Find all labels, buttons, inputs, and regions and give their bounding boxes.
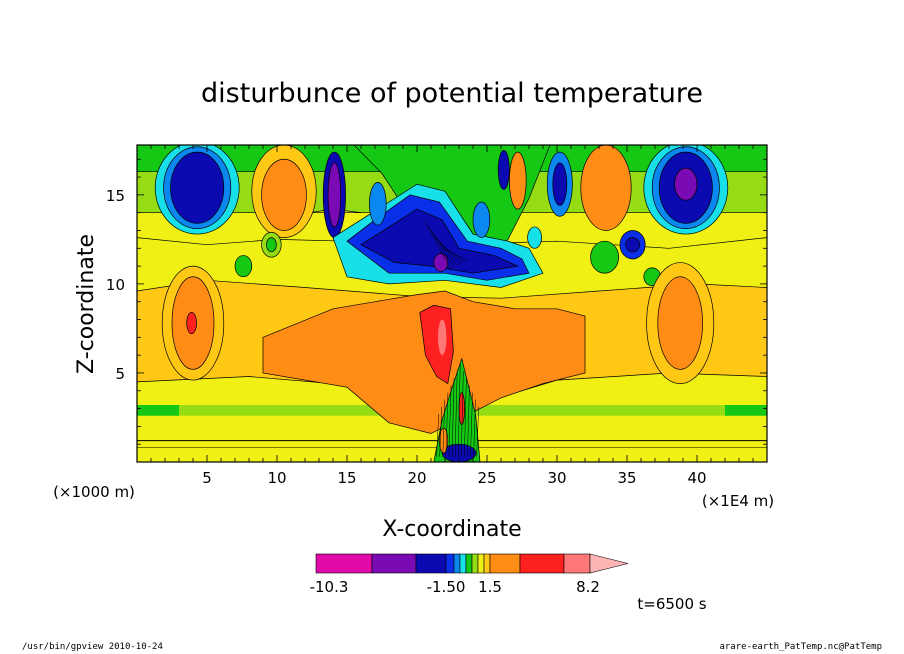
plot-frame xyxy=(136,144,768,463)
colorbar-label: -1.50 xyxy=(427,578,466,596)
colorbar-swatch xyxy=(471,553,479,574)
contour-line xyxy=(442,399,446,457)
contour-line xyxy=(454,371,458,457)
y-unit-label: (×1000 m) xyxy=(53,483,135,501)
colorbar-label: 1.5 xyxy=(478,578,502,596)
y-axis-label: Z-coordinate xyxy=(74,234,99,374)
contour-line xyxy=(451,378,455,457)
colorbar-swatch xyxy=(483,553,491,574)
x-tick-label: 5 xyxy=(202,469,212,487)
cold-pocket xyxy=(369,182,387,226)
colorbar-swatch xyxy=(519,553,565,574)
turbulent-cell xyxy=(458,392,465,425)
lower-strip-edge xyxy=(725,405,767,416)
contour-line xyxy=(428,226,455,269)
tick-marks xyxy=(137,145,767,462)
colorbar-labels: -10.3 -1.50 1.5 8.2 xyxy=(310,578,600,596)
y-tick-label: 15 xyxy=(106,187,125,205)
chart-title: disturbunce of potential temperature xyxy=(201,78,703,109)
contour-line xyxy=(460,371,464,457)
colorbar-label: -10.3 xyxy=(310,578,349,596)
central-max-core xyxy=(438,319,447,356)
contour-line xyxy=(445,392,449,457)
colorbar-swatch xyxy=(465,553,473,574)
colorbar-swatch xyxy=(489,553,521,574)
small-cell xyxy=(234,255,253,278)
colorbar-swatch xyxy=(315,553,373,574)
x-tick-label: 15 xyxy=(337,469,356,487)
cold-pocket xyxy=(552,162,568,206)
colorbar-swatch xyxy=(477,553,485,574)
side-warm-core xyxy=(186,312,197,335)
x-tick-label: 40 xyxy=(687,469,706,487)
x-unit-label: (×1E4 m) xyxy=(702,492,774,510)
y-tick-label: 5 xyxy=(115,365,125,383)
x-tick-label: 35 xyxy=(617,469,636,487)
contour-line xyxy=(476,406,479,457)
x-tick-label: 30 xyxy=(547,469,566,487)
tick-labels: 5 10 15 20 25 30 35 40 5 10 15 xyxy=(106,187,707,487)
colorbar-label: 8.2 xyxy=(576,578,600,596)
contour-line xyxy=(436,413,439,457)
y-tick-label: 10 xyxy=(106,276,125,294)
x-tick-label: 25 xyxy=(477,469,496,487)
x-tick-label: 20 xyxy=(407,469,426,487)
contour-line xyxy=(442,248,469,261)
upper-warm-cell xyxy=(580,145,632,231)
cold-plume-min xyxy=(433,253,449,272)
central-warm-region xyxy=(262,290,586,434)
plot-area xyxy=(137,145,767,462)
colorbar-swatch xyxy=(459,553,467,574)
x-axis-label: X-coordinate xyxy=(382,517,521,542)
colorbar-arrow xyxy=(589,553,629,574)
left-vortex-core xyxy=(170,151,225,224)
cold-pocket xyxy=(527,226,542,249)
warm-pocket xyxy=(509,151,527,210)
time-label: t=6500 s xyxy=(637,595,706,613)
contour-line xyxy=(464,378,467,457)
colorbar-swatch xyxy=(453,553,461,574)
small-cell xyxy=(625,237,640,253)
contour-line xyxy=(439,406,443,457)
colorbar-swatch xyxy=(415,553,447,574)
footer-left: /usr/bin/gpview 2010-10-24 xyxy=(22,642,163,652)
footer-right: arare-earth_PatTemp.nc@PatTemp xyxy=(719,642,882,652)
colorbar xyxy=(315,553,629,574)
contour-line xyxy=(467,385,470,457)
small-cell xyxy=(266,237,277,253)
contour-line xyxy=(457,364,461,457)
cold-pocket xyxy=(472,201,491,238)
contour-line xyxy=(470,392,473,457)
contour-line xyxy=(448,385,452,457)
colorbar-swatch xyxy=(371,553,417,574)
cold-pocket xyxy=(497,149,510,190)
upper-cold-cell xyxy=(327,162,342,228)
contour-line xyxy=(425,221,451,270)
colorbar-swatch xyxy=(563,553,591,574)
upper-warm-cell xyxy=(261,158,307,231)
x-tick-label: 10 xyxy=(267,469,286,487)
colorbar-swatch xyxy=(445,553,455,574)
right-vortex-min xyxy=(674,167,698,201)
contour-line xyxy=(473,399,476,457)
lower-strip-edge xyxy=(137,405,179,416)
small-cell xyxy=(590,240,619,274)
side-warm-cell xyxy=(657,276,703,370)
